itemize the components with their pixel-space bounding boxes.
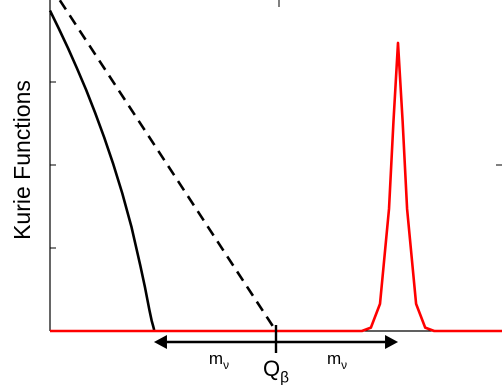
mass-arrow-head-left xyxy=(154,335,167,349)
series-layer xyxy=(50,0,502,331)
mass-arrow-head-right xyxy=(385,335,398,349)
m-nu-label-right: mν xyxy=(327,349,347,372)
m-nu-label-left: mν xyxy=(209,349,229,372)
y-axis-label: Kurie Functions xyxy=(9,80,35,240)
spectrum-massless-line xyxy=(50,0,276,331)
annotation-layer: Qβ mν mν xyxy=(154,325,398,385)
spectrum-peak-line xyxy=(50,43,502,331)
plot-frame xyxy=(50,0,502,331)
q-beta-label: Qβ xyxy=(263,356,289,385)
spectrum-massive-line xyxy=(50,11,154,331)
